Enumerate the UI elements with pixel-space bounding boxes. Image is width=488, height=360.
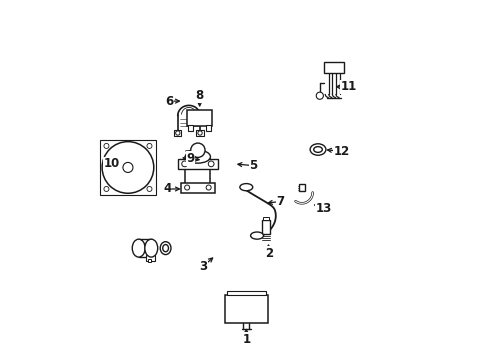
- FancyBboxPatch shape: [188, 126, 193, 131]
- FancyBboxPatch shape: [261, 220, 270, 234]
- FancyBboxPatch shape: [224, 295, 267, 323]
- Circle shape: [147, 143, 152, 148]
- FancyBboxPatch shape: [226, 291, 265, 295]
- Text: 10: 10: [103, 157, 120, 170]
- FancyBboxPatch shape: [206, 126, 211, 131]
- Circle shape: [122, 162, 133, 172]
- Ellipse shape: [250, 232, 263, 239]
- Ellipse shape: [132, 239, 145, 257]
- Text: 4: 4: [163, 183, 171, 195]
- Text: 7: 7: [276, 195, 284, 208]
- Text: 5: 5: [249, 159, 257, 172]
- FancyBboxPatch shape: [263, 217, 268, 220]
- Circle shape: [316, 92, 323, 99]
- FancyBboxPatch shape: [174, 130, 181, 136]
- Text: 2: 2: [265, 247, 273, 260]
- Text: 12: 12: [332, 145, 349, 158]
- Ellipse shape: [313, 147, 322, 152]
- Ellipse shape: [160, 242, 171, 255]
- FancyBboxPatch shape: [196, 130, 203, 136]
- Text: 6: 6: [165, 95, 173, 108]
- FancyBboxPatch shape: [187, 110, 212, 126]
- Circle shape: [104, 186, 109, 192]
- Circle shape: [175, 131, 180, 135]
- FancyBboxPatch shape: [147, 259, 151, 262]
- Circle shape: [206, 185, 211, 190]
- FancyBboxPatch shape: [139, 239, 151, 257]
- Circle shape: [184, 185, 189, 190]
- Circle shape: [104, 143, 109, 148]
- FancyBboxPatch shape: [145, 255, 155, 261]
- Text: 8: 8: [195, 89, 203, 102]
- Circle shape: [147, 186, 152, 192]
- FancyBboxPatch shape: [178, 159, 217, 169]
- Ellipse shape: [163, 244, 168, 252]
- Circle shape: [182, 161, 187, 167]
- FancyBboxPatch shape: [185, 157, 210, 184]
- Ellipse shape: [190, 143, 204, 157]
- Ellipse shape: [309, 144, 325, 155]
- Circle shape: [208, 161, 214, 167]
- Ellipse shape: [239, 184, 252, 191]
- FancyBboxPatch shape: [181, 183, 214, 193]
- Ellipse shape: [185, 150, 210, 163]
- Text: 9: 9: [186, 152, 194, 165]
- Text: 13: 13: [315, 202, 331, 215]
- Text: 3: 3: [199, 260, 207, 273]
- Circle shape: [102, 141, 153, 193]
- FancyBboxPatch shape: [324, 62, 344, 73]
- Text: 11: 11: [340, 80, 356, 93]
- FancyBboxPatch shape: [298, 184, 304, 191]
- FancyBboxPatch shape: [100, 140, 155, 195]
- Circle shape: [198, 131, 202, 135]
- Ellipse shape: [144, 239, 158, 257]
- Text: 1: 1: [242, 333, 250, 346]
